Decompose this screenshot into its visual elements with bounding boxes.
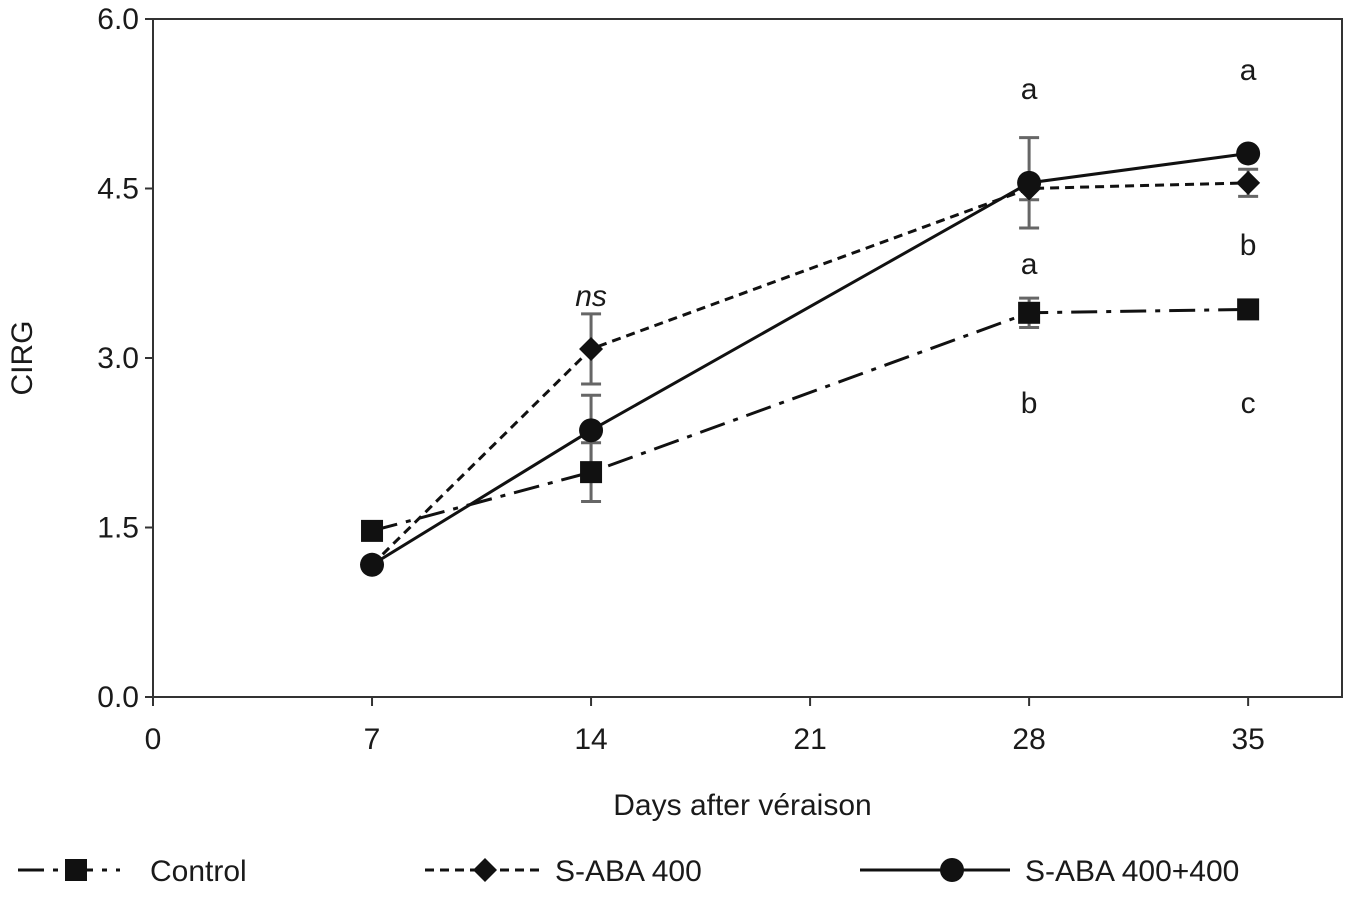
legend-marker-diamond	[473, 858, 497, 882]
data-point-diamond	[1236, 170, 1261, 195]
significance-label: c	[1241, 387, 1256, 420]
data-point-circle	[1017, 170, 1042, 195]
significance-label: b	[1240, 229, 1257, 262]
data-markers	[360, 141, 1261, 577]
x-axis-title: Days after véraison	[613, 789, 871, 822]
x-tick-label: 21	[793, 723, 826, 756]
series-line-control	[371, 307, 1249, 533]
y-tick-label: 6.0	[97, 3, 139, 36]
series-line-s-aba-400	[370, 181, 1249, 566]
legend-marker-circle	[940, 858, 964, 882]
data-point-circle	[360, 552, 385, 577]
error-bars	[581, 136, 1259, 504]
significance-annotations: ns a a b a b c	[575, 54, 1257, 420]
x-tick-label: 7	[364, 723, 381, 756]
legend-label: S-ABA 400+400	[1025, 855, 1239, 888]
series-lines	[370, 151, 1249, 567]
legend-item: S-ABA 400+400	[860, 855, 1239, 888]
x-tick-label: 28	[1012, 723, 1045, 756]
significance-label: a	[1021, 73, 1038, 106]
y-axis-ticks: 0.0 1.5 3.0 4.5 6.0	[97, 3, 153, 714]
data-point-square	[361, 519, 384, 542]
legend-item: Control	[18, 855, 247, 888]
data-point-circle	[579, 418, 604, 443]
y-tick-label: 0.0	[97, 681, 139, 714]
y-tick-label: 4.5	[97, 173, 139, 206]
y-tick-label: 1.5	[97, 512, 139, 545]
y-axis-title: CIRG	[6, 321, 39, 396]
significance-label: b	[1021, 387, 1038, 420]
legend: Control S-ABA 400 S-ABA 400+400	[18, 855, 1239, 888]
significance-label: a	[1021, 248, 1038, 281]
legend-label: S-ABA 400	[555, 855, 702, 888]
data-point-circle	[1236, 141, 1261, 166]
series-line-s-aba-400-400	[371, 151, 1249, 567]
legend-label: Control	[150, 855, 247, 888]
significance-label: a	[1240, 54, 1257, 87]
y-tick-label: 3.0	[97, 342, 139, 375]
data-point-diamond	[579, 336, 604, 361]
x-tick-label: 14	[574, 723, 607, 756]
x-tick-label: 0	[145, 723, 162, 756]
x-axis-ticks: 0 7 14 21 28 35	[145, 697, 1265, 756]
significance-label: ns	[575, 280, 607, 313]
legend-item: S-ABA 400	[425, 855, 702, 888]
legend-marker-square	[65, 859, 87, 881]
plot-area-border	[152, 18, 1343, 698]
data-point-square	[1018, 301, 1041, 324]
x-tick-label: 35	[1231, 723, 1264, 756]
data-point-square	[580, 461, 603, 484]
data-point-square	[1237, 298, 1260, 321]
plot-frame	[152, 18, 1343, 698]
